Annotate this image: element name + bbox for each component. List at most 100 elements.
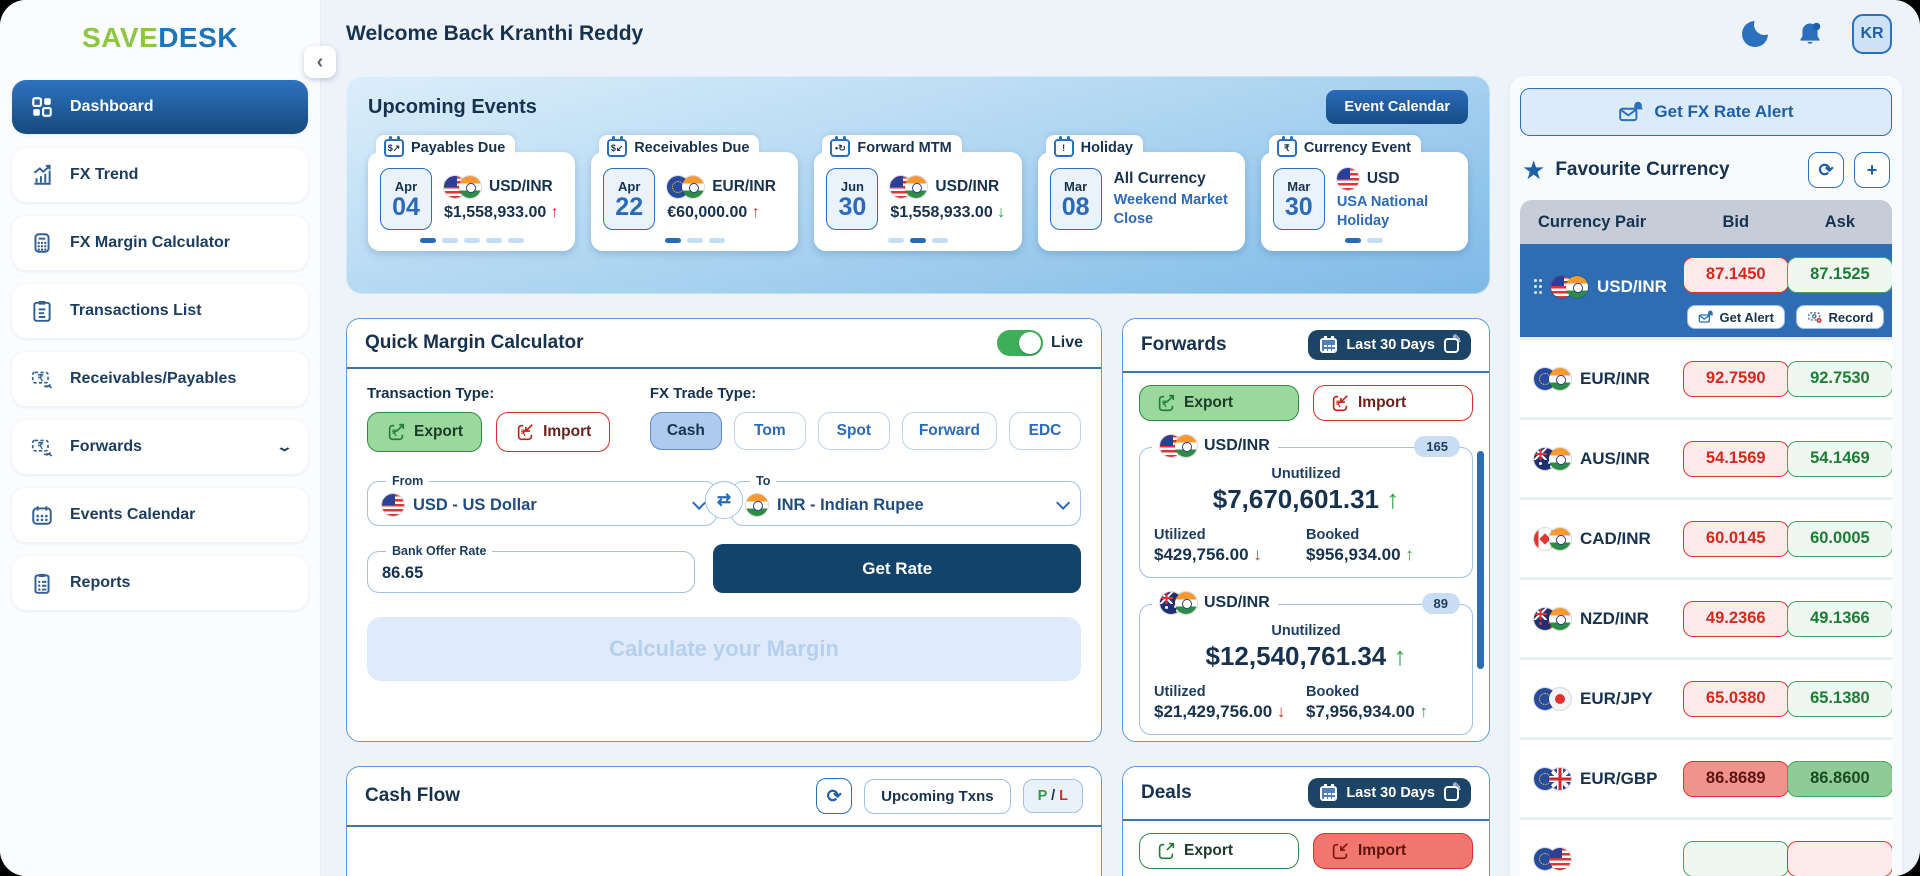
trade-type-spot[interactable]: Spot <box>817 412 890 450</box>
from-currency-select[interactable]: USD - US Dollar <box>382 494 707 516</box>
pagination-dot[interactable] <box>1345 238 1362 243</box>
trade-type-forward[interactable]: Forward <box>901 412 997 450</box>
ask-pill[interactable]: 65.1380 <box>1786 680 1892 717</box>
sidebar-item-dashboard[interactable]: Dashboard <box>12 80 308 134</box>
add-favourite-icon[interactable]: + <box>1854 152 1890 188</box>
pagination-dot[interactable] <box>664 238 681 243</box>
bid-pill[interactable]: 54.1569 <box>1682 440 1789 477</box>
get-fx-rate-alert-button[interactable]: Get FX Rate Alert <box>1520 88 1892 136</box>
forwards-scrollbar[interactable] <box>1477 451 1484 669</box>
bid-pill[interactable]: 86.8689 <box>1682 760 1789 797</box>
dark-mode-moon-icon[interactable] <box>1742 14 1775 47</box>
trade-type-edc[interactable]: EDC <box>1009 412 1081 450</box>
sidebar-item-reports[interactable]: Reports <box>12 556 308 610</box>
event-month: Jun <box>840 178 864 194</box>
import-button[interactable]: ₹ Import <box>496 412 611 452</box>
profit-loss-button[interactable]: P / L <box>1022 779 1083 813</box>
calendar-forward-icon: •↻ <box>830 136 851 157</box>
svg-text:₹: ₹ <box>1336 399 1342 409</box>
pagination-dot[interactable] <box>485 238 502 243</box>
sidebar-item-fx-trend[interactable]: FX Trend <box>12 148 308 202</box>
ask-pill[interactable]: 60.0005 <box>1786 520 1892 557</box>
event-card-forward-mtm[interactable]: •↻ Forward MTM Jun 30 USD/INR $1,558,933.00 ↓ <box>814 135 1022 251</box>
refresh-favourites-icon[interactable]: ⟳ <box>1808 152 1844 188</box>
bid-pill[interactable]: 60.0145 <box>1682 520 1789 557</box>
event-card-payables-due[interactable]: $↗ Payables Due Apr 04 USD/INR $1,558,933.00 … <box>368 135 576 251</box>
flag-pair <box>890 176 928 198</box>
sidebar-item-transactions-list[interactable]: Transactions List <box>12 284 308 338</box>
refresh-icon[interactable]: ⟳ <box>816 778 853 814</box>
currency-row-eur-inr[interactable]: EUR/INR 92.7590 92.7530 <box>1520 340 1892 420</box>
forwards-import-button[interactable]: ₹ Import <box>1313 385 1473 421</box>
currency-row-usd-inr[interactable]: USD/INR 87.1450 87.1525 Get Alert Record <box>1520 244 1892 340</box>
deals-export-button[interactable]: Export <box>1139 833 1299 869</box>
sidebar-item-events-calendar[interactable]: Events Calendar <box>12 488 308 542</box>
pagination-dot[interactable] <box>1367 238 1384 243</box>
currency-row-eur-jpy[interactable]: EUR/JPY 65.0380 65.1380 <box>1520 660 1892 740</box>
event-pair: USD/INR <box>444 176 563 198</box>
sidebar-item-receivables-payables[interactable]: ₹ Receivables/Payables <box>12 352 308 406</box>
get-alert-button[interactable]: Get Alert <box>1686 305 1785 329</box>
trade-type-cash[interactable]: Cash <box>649 412 722 450</box>
notification-bell-icon[interactable] <box>1796 20 1824 48</box>
event-card-currency-event[interactable]: ₹ Currency Event Mar 30 USD USA National Holi… <box>1260 135 1469 251</box>
import-rupee-icon: ₹ <box>1332 395 1348 412</box>
forward-card-2[interactable]: USD/INR 89 Unutilized $12,540,761.34 ↑ Utili… <box>1139 592 1473 735</box>
ask-pill[interactable]: 92.7530 <box>1786 360 1892 397</box>
ask-pill[interactable]: 86.8600 <box>1786 760 1892 797</box>
bid-pill[interactable] <box>1682 840 1789 876</box>
calculate-margin-button[interactable]: Calculate your Margin <box>367 617 1081 681</box>
pagination-dot[interactable] <box>686 238 703 243</box>
bank-offer-rate-input[interactable] <box>382 564 681 583</box>
pagination-dot[interactable] <box>419 238 436 243</box>
to-currency-select[interactable]: INR - Indian Rupee <box>746 494 1071 516</box>
deals-range-picker[interactable]: Last 30 Days <box>1308 778 1471 808</box>
pagination-dot[interactable] <box>507 238 524 243</box>
event-calendar-button[interactable]: Event Calendar <box>1326 90 1468 124</box>
currency-pair-cell: AUS/INR <box>1520 447 1684 470</box>
deals-import-button[interactable]: Import <box>1313 833 1473 869</box>
sidebar-item-label: Dashboard <box>70 98 154 115</box>
sidebar-collapse-button[interactable]: ‹ <box>304 46 336 78</box>
pagination-dot[interactable] <box>910 238 926 243</box>
drag-handle-icon[interactable] <box>1534 278 1542 295</box>
get-rate-button[interactable]: Get Rate <box>713 544 1081 593</box>
swap-currencies-button[interactable]: ⇄ <box>705 481 743 519</box>
bid-pill[interactable]: 92.7590 <box>1682 360 1789 397</box>
upcoming-txns-button[interactable]: Upcoming Txns <box>864 778 1011 814</box>
currency-pair-label: NZD/INR <box>1580 608 1649 628</box>
ask-pill[interactable]: 54.1469 <box>1786 440 1892 477</box>
forwards-export-button[interactable]: ₹ Export <box>1139 385 1299 421</box>
pagination-dot[interactable] <box>708 238 725 243</box>
event-card-receivables-due[interactable]: $↙ Receivables Due Apr 22 EUR/INR €60,000.00 … <box>591 135 799 251</box>
import-label: Import <box>1358 842 1407 859</box>
pagination-dot[interactable] <box>441 238 458 243</box>
forward-card-1[interactable]: USD/INR 165 Unutilized $7,670,601.31 ↑ Utili… <box>1139 435 1473 578</box>
forwards-range-picker[interactable]: Last 30 Days <box>1308 330 1471 360</box>
pagination-dot[interactable] <box>888 238 904 243</box>
forwards-panel: Forwards Last 30 Days ₹ Export <box>1122 318 1490 742</box>
ask-pill[interactable]: 49.1366 <box>1786 600 1892 637</box>
record-button[interactable]: Record <box>1795 305 1885 329</box>
ask-pill[interactable]: 87.1525 <box>1786 256 1892 293</box>
bid-pill[interactable]: 49.2366 <box>1682 600 1789 637</box>
currency-row-eur-gbp[interactable]: EUR/GBP 86.8689 86.8600 <box>1520 740 1892 820</box>
export-button[interactable]: ₹ Export <box>367 412 483 452</box>
bid-pill[interactable]: 87.1450 <box>1682 256 1789 293</box>
currency-row-aus-inr[interactable]: AUS/INR 54.1569 54.1469 <box>1520 420 1892 500</box>
ask-pill[interactable] <box>1786 840 1892 876</box>
currency-row-nzd-inr[interactable]: NZD/INR 49.2366 49.1366 <box>1520 580 1892 660</box>
pagination-dot[interactable] <box>932 238 948 243</box>
currency-row-cad-inr[interactable]: CAD/INR 60.0145 60.0005 <box>1520 500 1892 580</box>
pagination-dot[interactable] <box>463 238 480 243</box>
trade-type-tom[interactable]: Tom <box>733 412 806 450</box>
utilized-value: $21,429,756.00 ↓ <box>1154 702 1286 721</box>
currency-row-partial[interactable] <box>1520 820 1892 876</box>
svg-text:₹: ₹ <box>38 441 44 451</box>
live-toggle[interactable] <box>996 330 1043 356</box>
bid-pill[interactable]: 65.0380 <box>1682 680 1789 717</box>
event-card-holiday[interactable]: ! Holiday Mar 08 All Currency Weekend Market … <box>1037 135 1245 251</box>
sidebar-item-fx-margin-calculator[interactable]: FX Margin Calculator <box>12 216 308 270</box>
sidebar-item-forwards[interactable]: ₹ Forwards ⌄ <box>12 420 308 474</box>
user-avatar[interactable]: KR <box>1852 14 1892 54</box>
